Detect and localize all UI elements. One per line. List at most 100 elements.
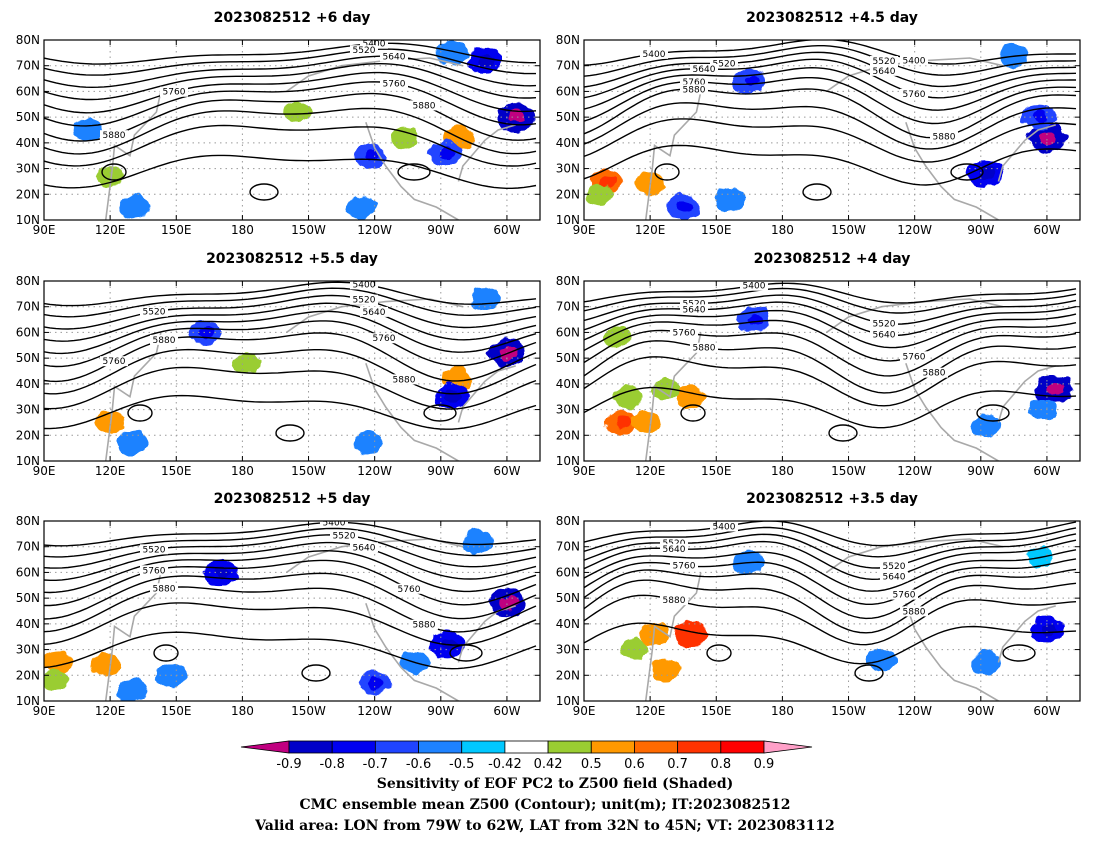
z500-contours: [584, 40, 1077, 201]
contour-label: 5520: [873, 319, 896, 329]
panel-frame: [43, 280, 541, 462]
x-tick-label: 150E: [161, 223, 192, 237]
contour-label: 5880: [413, 621, 436, 631]
contour-label: 5520: [353, 46, 376, 56]
x-tick-label: 90E: [33, 704, 56, 718]
y-tick-label: 10N: [556, 454, 580, 468]
x-tick-label: 150W: [831, 464, 866, 478]
contour-line: [584, 549, 1077, 592]
contour-line: [44, 294, 537, 330]
x-tick-label: 180: [231, 704, 254, 718]
closed-contour: [828, 424, 858, 442]
y-tick-label: 80N: [16, 514, 40, 528]
colorbar-bin: [331, 740, 376, 754]
contour-label: 5880: [683, 85, 706, 95]
x-tick-label: 180: [771, 223, 794, 237]
contour-label: 5520: [143, 308, 166, 318]
colorbar-bin: [720, 740, 765, 754]
closed-contour: [449, 644, 483, 662]
contour-label: 5760: [373, 334, 396, 344]
contour-line: [584, 356, 1077, 407]
contour-line: [44, 332, 537, 383]
y-tick-label: 70N: [16, 540, 40, 554]
shading-blob: [73, 118, 104, 142]
contour-label: 5880: [693, 344, 716, 354]
colorbar-min-arrow: [240, 740, 290, 754]
contour-label: 5880: [393, 375, 416, 385]
closed-contour: [301, 664, 331, 682]
contour-line: [584, 294, 1077, 325]
shading-blob: [614, 386, 642, 408]
y-tick-label: 40N: [16, 136, 40, 150]
contour-label: 5520: [883, 562, 906, 572]
contour-line: [44, 124, 537, 167]
z500-contours: [44, 42, 537, 201]
colorbar-tick-label: 0.7: [667, 757, 688, 772]
shading-blob: [44, 650, 73, 674]
y-tick-label: 60N: [16, 84, 40, 98]
x-tick-label: 150E: [701, 704, 732, 718]
contour-line: [44, 154, 537, 189]
panel-frame: [43, 39, 541, 221]
contour-label: 5640: [353, 543, 376, 553]
y-tick-label: 70N: [556, 540, 580, 554]
map-panel: 2023082512 +5.5 day 5400 5520 5520 5640 5760 5…: [16, 251, 541, 478]
contour-label: 5400: [323, 518, 346, 528]
x-tick-label: 90W: [427, 223, 454, 237]
contour-line: [44, 320, 537, 368]
shading-core: [1032, 111, 1048, 123]
x-tick-label: 180: [231, 223, 254, 237]
x-tick-label: 120E: [635, 464, 666, 478]
panel-title: 2023082512 +3.5 day: [746, 491, 918, 507]
contour-line: [44, 348, 537, 395]
gridlines: [44, 521, 540, 701]
shading-core: [748, 313, 764, 326]
caption-line-3: Valid area: LON from 79W to 62W, LAT fro…: [254, 818, 835, 834]
contour-label: 5400: [363, 40, 386, 50]
closed-contour: [950, 163, 984, 181]
contour-line: [584, 340, 1077, 394]
y-tick-label: 60N: [16, 325, 40, 339]
contour-label: 5640: [663, 545, 686, 555]
contour-line: [584, 622, 1077, 665]
x-tick-label: 120E: [635, 704, 666, 718]
contour-label: 5640: [363, 308, 386, 318]
x-tick-label: 120W: [357, 704, 392, 718]
shading-blob: [970, 413, 1001, 437]
contour-label: 5520: [873, 57, 896, 67]
closed-contour: [127, 404, 153, 422]
x-tick-label: 90W: [427, 464, 454, 478]
sensitivity-shading: [585, 43, 1066, 220]
coastline: [104, 57, 516, 220]
x-tick-label: 90W: [967, 704, 994, 718]
shading-core: [1046, 382, 1065, 396]
y-tick-label: 10N: [16, 454, 40, 468]
contour-line: [584, 102, 1077, 150]
colorbar-bin: [288, 740, 333, 754]
contour-line: [44, 55, 537, 89]
panel-frame: [583, 39, 1081, 221]
x-tick-label: 60W: [493, 223, 520, 237]
contour-line: [584, 58, 1077, 99]
y-tick-label: 40N: [556, 136, 580, 150]
x-tick-label: 120E: [95, 704, 126, 718]
map-panel: 2023082512 +5 day 5400 5520 5520 5640 5760 576…: [16, 491, 541, 718]
contour-label: 5640: [883, 572, 906, 582]
contour-label: 5760: [398, 585, 421, 595]
x-tick-label: 180: [231, 464, 254, 478]
y-tick-label: 80N: [16, 33, 40, 47]
y-tick-label: 10N: [16, 213, 40, 227]
contour-line: [44, 394, 537, 430]
shading-core: [743, 75, 759, 87]
x-tick-label: 150E: [701, 223, 732, 237]
map-panel: 2023082512 +3.5 day540055205520564056405…: [556, 491, 1081, 718]
map-panel: 2023082512 +4.5 day540054005520552056405…: [556, 10, 1081, 237]
contour-line: [584, 521, 1077, 547]
x-tick-label: 60W: [493, 464, 520, 478]
x-tick-label: 90W: [967, 464, 994, 478]
panel-title: 2023082512 +5.5 day: [206, 251, 378, 267]
y-tick-label: 20N: [556, 187, 580, 201]
gridlines: [44, 40, 540, 220]
contour-label: 5400: [643, 50, 666, 60]
colorbar-bin: [547, 740, 592, 754]
